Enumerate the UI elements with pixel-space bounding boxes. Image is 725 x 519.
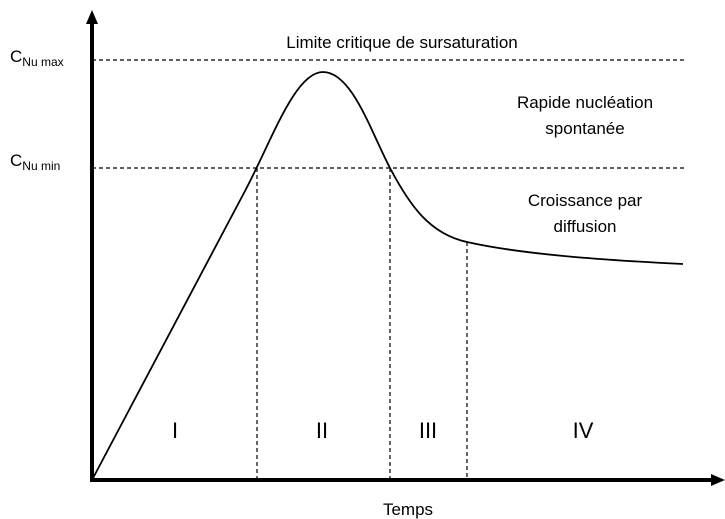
nucleation-label: Rapide nucléation xyxy=(517,93,653,112)
phase-label: IV xyxy=(573,418,594,443)
x-axis-arrow xyxy=(711,474,725,486)
label-sub: Nu min xyxy=(22,159,60,173)
y-axis-arrow xyxy=(86,10,98,24)
growth-label: diffusion xyxy=(553,217,616,236)
y-label-min: CNu min xyxy=(10,151,60,173)
label-sub: Nu max xyxy=(22,55,63,69)
phase-label: III xyxy=(419,418,437,443)
label-main: C xyxy=(10,151,22,170)
concentration-curve xyxy=(91,71,684,481)
phase-label: I xyxy=(172,418,178,443)
x-axis-label: Temps xyxy=(383,500,433,519)
label-main: C xyxy=(10,47,22,66)
growth-label: Croissance par xyxy=(528,191,643,210)
critical-limit-label: Limite critique de sursaturation xyxy=(286,33,518,52)
nucleation-label: spontanée xyxy=(545,119,624,138)
phase-label: II xyxy=(316,418,328,443)
y-label-max: CNu max xyxy=(10,47,64,69)
